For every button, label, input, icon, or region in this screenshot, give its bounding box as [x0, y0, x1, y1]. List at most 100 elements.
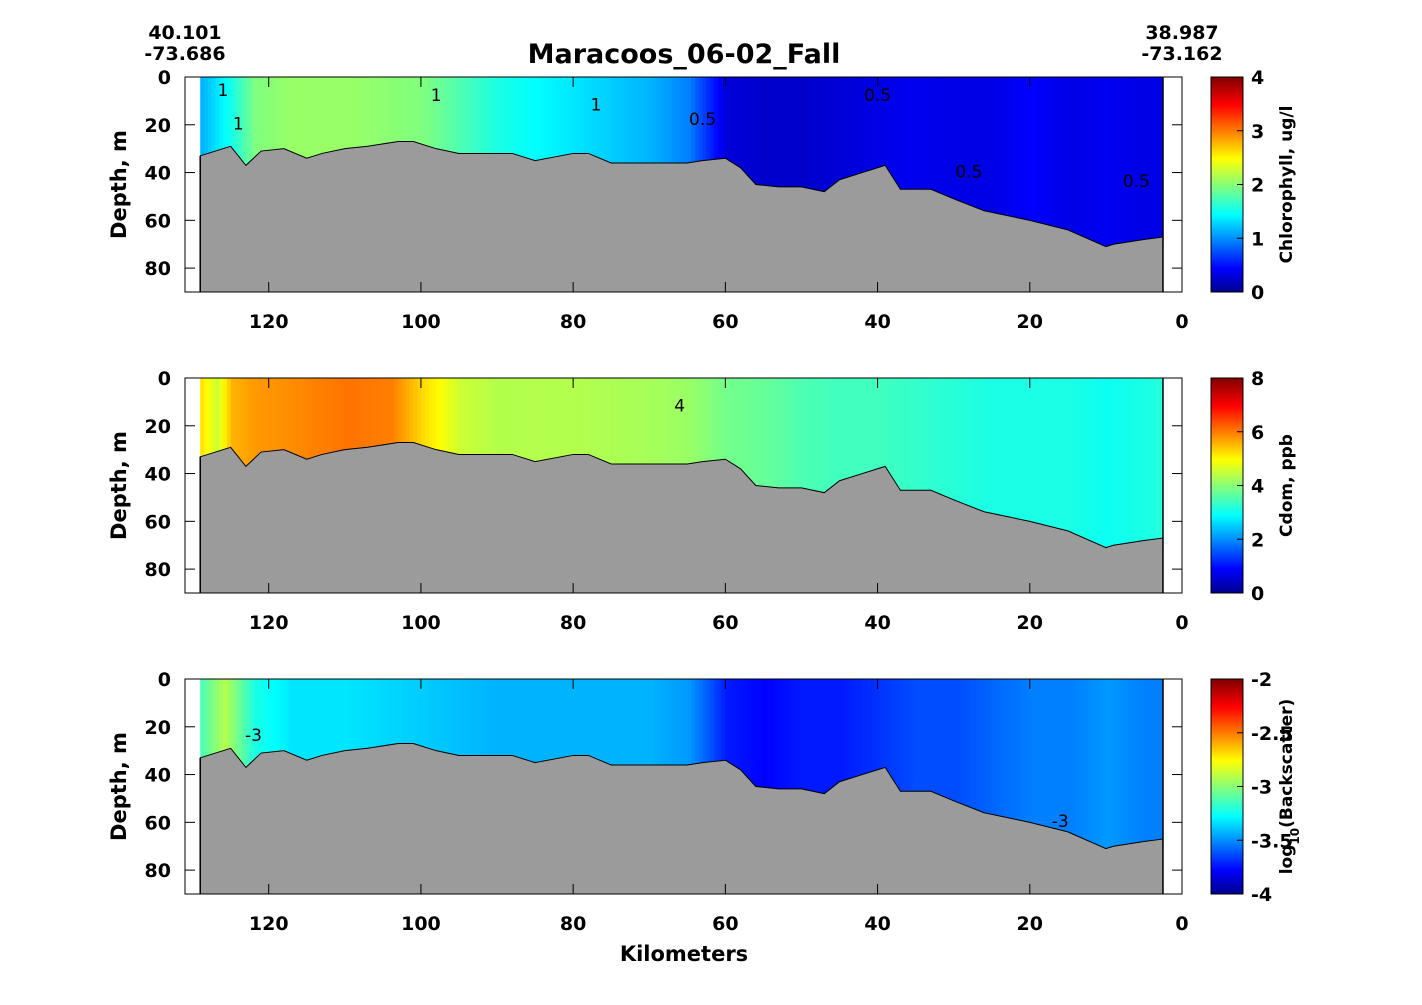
data-strip	[915, 77, 921, 199]
data-strip	[748, 378, 753, 487]
data-strip	[1140, 77, 1145, 250]
data-strip	[310, 679, 315, 769]
data-strip	[809, 679, 814, 801]
data-strip	[348, 77, 354, 158]
data-strip	[831, 378, 837, 497]
data-strip	[458, 679, 464, 765]
data-strip	[797, 378, 803, 498]
data-strip	[980, 679, 985, 821]
data-strip	[820, 378, 825, 502]
data-strip	[885, 679, 890, 777]
data-strip	[394, 679, 399, 754]
data-strip	[474, 378, 479, 464]
data-strip	[763, 679, 768, 797]
data-strip	[481, 77, 487, 163]
data-strip	[268, 378, 274, 461]
data-strip	[443, 679, 449, 762]
data-strip	[626, 679, 631, 775]
data-strip	[1018, 378, 1023, 529]
data-strip	[363, 378, 369, 458]
data-strip	[287, 679, 293, 762]
data-strip	[900, 378, 905, 500]
axes-frame	[184, 377, 1183, 594]
data-strip	[497, 378, 502, 464]
section-data	[200, 378, 1164, 558]
data-strip	[592, 378, 597, 466]
y-tick-label: 20	[145, 115, 171, 137]
data-strip	[1102, 378, 1107, 556]
data-strip	[984, 378, 989, 522]
data-strip	[276, 77, 281, 160]
bathymetry-seafloor	[199, 141, 1164, 293]
data-strip	[611, 679, 616, 775]
data-strip	[1094, 77, 1099, 252]
data-strip	[1052, 679, 1058, 838]
data-strip	[1098, 77, 1103, 253]
data-strip	[1003, 77, 1008, 225]
data-strip	[352, 378, 357, 459]
data-strip	[1136, 77, 1141, 251]
data-strip	[793, 378, 799, 498]
data-strip	[211, 378, 217, 463]
data-strip	[272, 679, 277, 762]
data-strip	[664, 77, 669, 173]
data-strip	[854, 77, 860, 185]
data-strip	[546, 77, 551, 169]
data-strip	[717, 679, 723, 771]
data-strip	[360, 77, 365, 157]
figure-title: Maracoos_06-02_Fall	[528, 39, 841, 70]
data-strip	[809, 378, 814, 500]
data-strip	[740, 378, 745, 479]
data-strip	[869, 679, 875, 782]
data-strip	[653, 679, 658, 775]
colorbar-tick-label: 1	[1251, 228, 1264, 250]
data-strip	[641, 679, 647, 775]
data-strip	[207, 378, 213, 464]
data-strip	[984, 679, 989, 823]
data-strip	[637, 679, 643, 775]
data-strip	[961, 679, 966, 814]
data-strip	[835, 378, 841, 494]
data-strip	[1025, 77, 1031, 230]
data-strip	[858, 679, 863, 786]
data-strip	[253, 77, 258, 168]
x-tick-label: 40	[864, 913, 890, 935]
data-strip	[1079, 77, 1084, 245]
data-strip	[569, 679, 574, 766]
data-strip	[1086, 378, 1092, 549]
data-strip	[683, 77, 688, 173]
data-strip	[478, 378, 483, 464]
data-strip	[790, 378, 795, 498]
data-strip	[405, 77, 411, 152]
data-strip	[717, 378, 723, 470]
data-strip	[691, 77, 696, 172]
data-strip	[1155, 679, 1160, 850]
data-strip	[542, 77, 548, 169]
data-strip	[413, 679, 418, 754]
data-strip	[375, 378, 380, 456]
data-strip	[634, 77, 639, 173]
data-strip	[223, 378, 228, 460]
data-strip	[1064, 378, 1069, 540]
data-strip	[565, 378, 570, 466]
data-strip	[782, 378, 787, 498]
data-strip	[489, 679, 494, 765]
data-strip	[390, 77, 395, 153]
data-strip	[915, 378, 921, 500]
data-strip	[527, 679, 532, 770]
data-strip	[725, 77, 730, 168]
data-strip	[1075, 77, 1080, 243]
data-strip	[428, 378, 433, 457]
data-strip	[987, 77, 993, 222]
data-strip	[508, 378, 513, 464]
data-strip	[949, 378, 955, 508]
data-strip	[1143, 77, 1149, 249]
data-strip	[1045, 77, 1050, 234]
data-strip	[710, 679, 715, 772]
data-strip	[706, 679, 711, 772]
data-strip	[573, 77, 578, 163]
data-strip	[1143, 679, 1149, 851]
data-strip	[615, 679, 620, 775]
data-strip	[888, 378, 894, 482]
data-strip	[1048, 378, 1054, 536]
